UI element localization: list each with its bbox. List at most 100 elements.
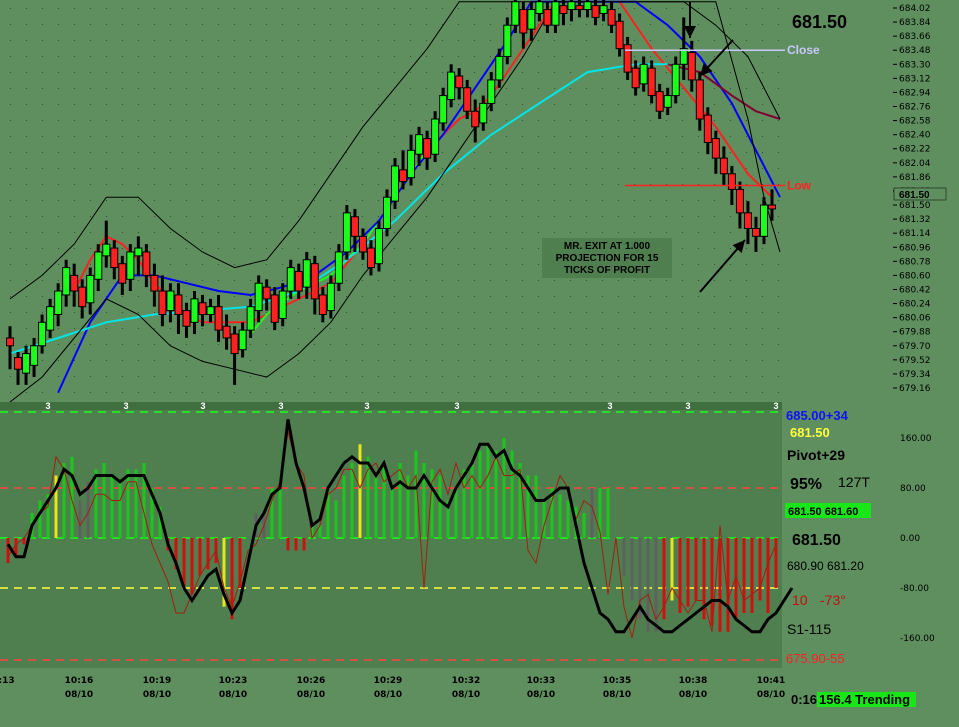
grid-dot [378, 376, 379, 377]
grid-dot [538, 56, 539, 57]
grid-dot [58, 136, 59, 137]
grid-dot [26, 104, 27, 105]
grid-dot [106, 40, 107, 41]
osc-thin-line [7, 431, 777, 639]
grid-dot [90, 344, 91, 345]
grid-dot [362, 360, 363, 361]
grid-dot [282, 8, 283, 9]
grid-dot [570, 360, 571, 361]
grid-dot [202, 264, 203, 265]
grid-dot [474, 168, 475, 169]
grid-dot [106, 24, 107, 25]
candle-body-0 [6, 337, 15, 347]
price-tick-label: 683.48 [899, 46, 931, 56]
grid-dot [650, 296, 651, 297]
grid-dot [570, 72, 571, 73]
candle-body-34 [278, 290, 287, 319]
grid-dot [186, 40, 187, 41]
grid-dot [234, 24, 235, 25]
grid-dot [10, 392, 11, 393]
grid-dot [106, 376, 107, 377]
grid-dot [666, 232, 667, 233]
grid-dot [42, 24, 43, 25]
grid-dot [298, 120, 299, 121]
time-label: 10:13 [0, 676, 15, 686]
grid-dot [522, 248, 523, 249]
date-label: 08/10 [65, 690, 93, 700]
grid-dot [186, 216, 187, 217]
grid-dot [138, 280, 139, 281]
candle-body-17 [142, 251, 151, 276]
grid-dot [122, 104, 123, 105]
side-panel: 681.50 681.60 685.00+34 681.50 Pivot+29 95% 1… [785, 408, 871, 666]
grid-dot [26, 24, 27, 25]
grid-dot [362, 24, 363, 25]
grid-dot [154, 104, 155, 105]
grid-dot [218, 200, 219, 201]
grid-dot [458, 312, 459, 313]
candle-body-70 [567, 1, 576, 11]
grid-dot [650, 200, 651, 201]
grid-dot [298, 8, 299, 9]
grid-dot [522, 344, 523, 345]
grid-dot [586, 136, 587, 137]
grid-dot [74, 24, 75, 25]
grid-dot [410, 8, 411, 9]
grid-dot [538, 152, 539, 153]
grid-dot [778, 104, 779, 105]
grid-dot [298, 24, 299, 25]
grid-dot [586, 184, 587, 185]
osc-tick-label: 80.00 [900, 484, 926, 494]
grid-dot [650, 344, 651, 345]
grid-dot [282, 24, 283, 25]
grid-dot [122, 72, 123, 73]
grid-dot [538, 248, 539, 249]
candle-body-24 [198, 302, 207, 316]
grid-dot [138, 312, 139, 313]
grid-dot [298, 376, 299, 377]
grid-dot [602, 296, 603, 297]
grid-dot [650, 104, 651, 105]
grid-dot [618, 184, 619, 185]
grid-dot [202, 280, 203, 281]
grid-dot [42, 312, 43, 313]
grid-dot [42, 248, 43, 249]
side-panel-p8b: -73° [820, 592, 846, 608]
grid-dot [250, 56, 251, 57]
grid-dot [586, 200, 587, 201]
grid-dot [170, 120, 171, 121]
grid-dot [266, 152, 267, 153]
grid-dot [138, 56, 139, 57]
candle-body-1 [14, 357, 23, 370]
grid-dot [554, 104, 555, 105]
grid-dot [442, 344, 443, 345]
grid-dot [698, 152, 699, 153]
swing-marker: 3 [454, 401, 459, 411]
candle-body-90 [727, 173, 736, 190]
grid-dot [138, 376, 139, 377]
grid-dot [778, 216, 779, 217]
grid-dot [778, 56, 779, 57]
grid-dot [650, 136, 651, 137]
grid-dot [538, 312, 539, 313]
candle-body-19 [158, 290, 167, 316]
osc-tick-label: 0.00 [900, 534, 920, 544]
grid-dot [58, 40, 59, 41]
oscillator-lines [6, 419, 794, 639]
grid-dot [74, 120, 75, 121]
grid-dot [346, 24, 347, 25]
candle-body-77 [623, 44, 632, 73]
grid-dot [394, 120, 395, 121]
grid-dot [218, 104, 219, 105]
grid-dot [90, 24, 91, 25]
grid-dot [618, 312, 619, 313]
time-label: 10:32 [452, 676, 481, 686]
grid-dot [602, 56, 603, 57]
grid-dot [298, 344, 299, 345]
grid-dot [714, 8, 715, 9]
grid-dot [698, 216, 699, 217]
grid-dot [314, 344, 315, 345]
grid-dot [666, 56, 667, 57]
grid-dot [410, 200, 411, 201]
grid-dot [394, 312, 395, 313]
